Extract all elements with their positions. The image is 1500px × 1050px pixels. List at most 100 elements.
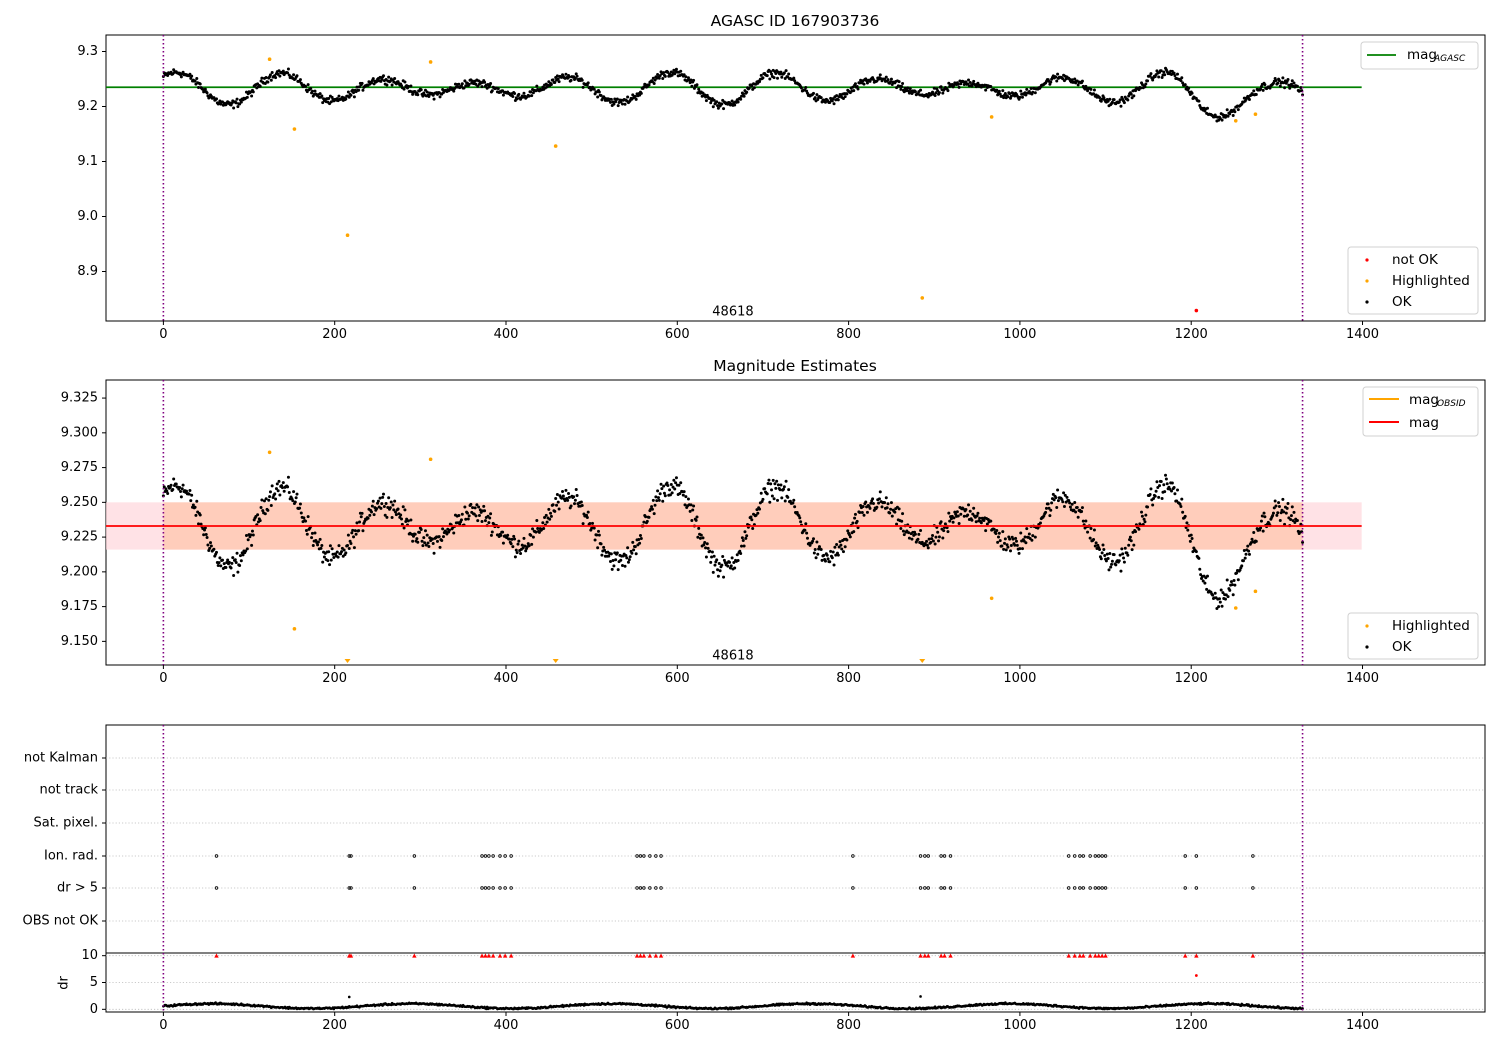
ok-point <box>402 87 406 91</box>
ok-point <box>620 563 624 567</box>
ok-point <box>321 560 325 564</box>
ok-point <box>1279 511 1283 515</box>
ok-point <box>817 545 821 549</box>
x-tick-label: 200 <box>322 1018 347 1033</box>
flag-point <box>412 886 417 890</box>
ok-point <box>1011 537 1015 541</box>
ok-point <box>868 506 872 510</box>
ok-point <box>1260 514 1264 518</box>
ok-point <box>946 530 950 534</box>
ok-point <box>683 503 687 507</box>
ok-point <box>473 506 477 510</box>
ok-point <box>239 559 243 563</box>
ok-point <box>236 570 240 574</box>
ok-point <box>1017 551 1021 555</box>
ok-point <box>792 76 796 80</box>
ok-point <box>238 554 242 558</box>
ok-point <box>803 528 807 532</box>
ok-point <box>832 563 836 567</box>
ok-point <box>417 530 421 534</box>
ok-point <box>569 78 573 82</box>
flag-point <box>1078 854 1082 858</box>
ok-point <box>852 89 856 93</box>
ok-point <box>203 526 207 530</box>
ok-point <box>813 547 817 551</box>
ok-point <box>581 85 585 89</box>
ok-point <box>419 88 423 92</box>
ok-point <box>425 533 429 537</box>
legend-marker <box>1365 645 1369 649</box>
x-tick-label: 1200 <box>1175 327 1208 342</box>
ok-point <box>668 493 672 497</box>
ok-point <box>402 526 406 530</box>
ok-point <box>162 485 166 489</box>
dr-clipped-marker <box>1183 953 1188 958</box>
category-label: not track <box>39 783 98 798</box>
flag-point <box>638 854 643 858</box>
ok-point <box>964 507 968 511</box>
highlighted-point <box>1233 606 1238 610</box>
ok-point <box>452 531 456 535</box>
ok-point <box>1009 543 1013 547</box>
ok-point <box>222 562 226 566</box>
ok-point <box>1290 505 1294 509</box>
flag-point <box>1251 886 1255 890</box>
flag-point <box>503 854 507 858</box>
ok-point <box>572 495 576 499</box>
ok-point <box>768 500 772 504</box>
ok-point <box>692 78 696 82</box>
dr-clipped-marker <box>638 953 643 958</box>
x-tick-label: 600 <box>665 327 690 342</box>
ok-point <box>467 514 471 518</box>
ok-point <box>298 506 302 510</box>
ok-point <box>515 551 519 555</box>
ok-point <box>214 97 218 101</box>
ok-point <box>710 550 714 554</box>
ok-point <box>677 483 681 487</box>
ok-point <box>742 94 746 98</box>
ok-point <box>1049 508 1053 512</box>
ok-point <box>1117 559 1121 563</box>
ok-point <box>361 529 365 533</box>
dr-clipped-marker <box>1096 953 1101 958</box>
ok-point <box>1122 556 1126 560</box>
ok-point <box>864 500 868 504</box>
ok-point <box>1075 505 1079 509</box>
ok-point <box>489 512 493 516</box>
ok-point <box>1286 77 1290 81</box>
ok-point <box>889 77 893 81</box>
flag-point <box>635 854 639 858</box>
ok-point <box>1197 556 1201 560</box>
ok-point <box>624 553 628 557</box>
ok-point <box>346 543 350 547</box>
ok-point <box>684 495 688 499</box>
ok-point <box>513 555 517 559</box>
flag-point <box>648 854 652 858</box>
ok-point <box>673 487 677 491</box>
ok-point <box>612 564 616 568</box>
ok-point <box>782 485 786 489</box>
ok-point <box>1128 535 1132 539</box>
ok-point <box>659 482 663 486</box>
ok-point <box>350 531 354 535</box>
ok-point <box>327 550 331 554</box>
ok-point <box>430 537 434 541</box>
ok-point <box>474 514 478 518</box>
ok-point <box>591 521 595 525</box>
ok-point <box>682 73 686 77</box>
ok-point <box>1054 496 1058 500</box>
ok-point <box>306 515 310 519</box>
ok-point <box>191 503 195 507</box>
ok-point <box>1009 94 1013 98</box>
ok-point <box>1157 75 1161 79</box>
ok-point <box>1288 86 1292 90</box>
ok-point <box>549 514 553 518</box>
ok-point <box>422 536 426 540</box>
ok-point <box>841 96 845 100</box>
ok-point <box>829 549 833 553</box>
dr-clipped-marker <box>647 953 653 958</box>
ok-point <box>779 70 783 74</box>
ok-point <box>403 508 407 512</box>
ok-point <box>1223 597 1227 601</box>
ok-point <box>256 513 260 517</box>
